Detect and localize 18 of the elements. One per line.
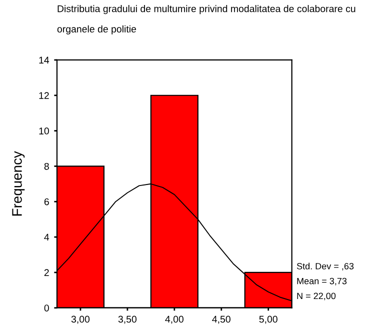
y-tick-label: 0 bbox=[44, 304, 49, 312]
x-tick-label: 4,00 bbox=[165, 316, 184, 324]
text: Std. Dev = ,63 bbox=[296, 262, 354, 270]
text: Mean = 3,73 bbox=[297, 278, 347, 286]
y-tick-label: 8 bbox=[44, 162, 49, 170]
y-axis-title: Frequency bbox=[12, 151, 25, 216]
x-tick-label: 4,50 bbox=[212, 316, 230, 324]
x-tick-label: 5,00 bbox=[259, 316, 278, 324]
y-tick-label: 10 bbox=[39, 128, 49, 134]
y-tick-label: 4 bbox=[44, 234, 50, 241]
x-tick-label: 3,50 bbox=[118, 316, 137, 324]
chart-title: Distributia gradului de multumire privind modalitatea de colaborare cu organele de politie bbox=[57, 5, 356, 34]
x-tick-label: 3,00 bbox=[71, 316, 90, 324]
y-tick-label: 12 bbox=[39, 92, 49, 99]
text: N = 22,00 bbox=[297, 292, 336, 300]
y-tick-label: 2 bbox=[44, 269, 49, 276]
y-tick-label: 6 bbox=[44, 198, 49, 206]
y-tick-label: 14 bbox=[39, 56, 50, 64]
